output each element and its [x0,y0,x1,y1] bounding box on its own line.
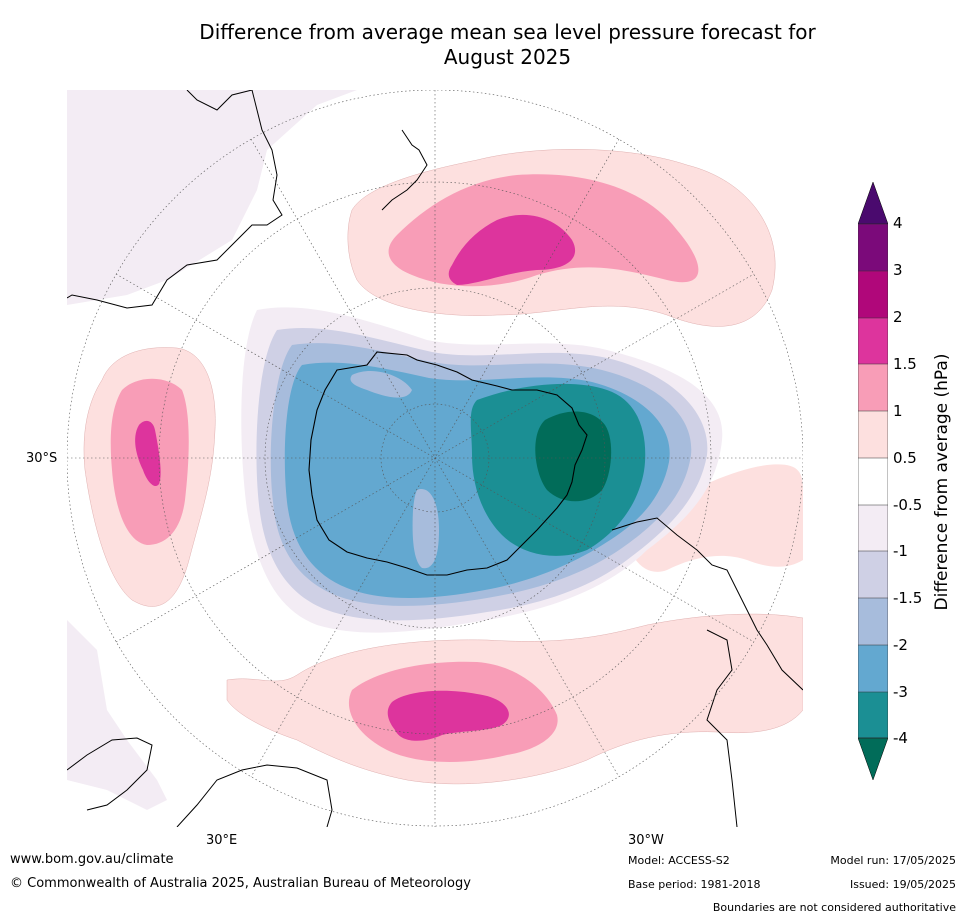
lat-label-30s: 30°S [26,451,58,466]
lon-label-30w: 30°W [628,833,664,848]
pressure-anomaly-map [67,90,803,827]
colorbar-bin [858,645,888,692]
colorbar-extend-top [857,181,889,225]
disclaimer-text: Boundaries are not considered authoritat… [712,901,956,914]
colorbar-bin [858,458,888,505]
map-title-line2: August 2025 [443,45,572,69]
colorbar-bin [858,692,888,738]
anomaly-region-atlantic-high-15 [387,690,509,741]
bom-climate-link[interactable]: www.bom.gov.au/climate [10,852,174,867]
colorbar-tick: 1.5 [893,355,917,373]
colorbar-tick: 2 [893,308,903,326]
anomaly-region-antarctic-low-4 [535,411,612,502]
colorbar-tick: 1 [893,402,903,420]
anomaly-region-bottomleft-neg [67,620,167,810]
colorbar-tick: -0.5 [893,496,923,514]
colorbar-dividers [858,270,888,693]
colorbar-bin [858,551,888,598]
anomaly-region-indian-high-15 [135,420,161,487]
colorbar-bin [858,271,888,318]
colorbar-bin [858,411,888,458]
copyright-text: © Commonwealth of Australia 2025, Austra… [10,876,471,891]
colorbar-tick: -4 [893,729,908,747]
map-title: Difference from average mean sea level p… [120,20,895,70]
lon-label-30e: 30°E [206,833,238,848]
colorbar-title: Difference from average (hPa) [932,353,952,611]
map-title-line1: Difference from average mean sea level p… [199,20,816,44]
antarctica-coastline [308,351,588,576]
colorbar-tick: -3 [893,683,908,701]
model-text: Model: ACCESS-S2 [628,854,730,867]
map-canvas [67,90,803,827]
colorbar-bin [858,318,888,364]
colorbar-bin [858,598,888,645]
colorbar-canvas [857,181,889,781]
anomaly-region-pacific-high-15 [448,214,576,285]
colorbar-tick: 3 [893,261,903,279]
colorbar-tick: 4 [893,214,903,232]
graticule [67,90,803,827]
issued-text: Issued: 19/05/2025 [849,878,956,891]
africa-coastline [67,737,333,827]
model-run-text: Model run: 17/05/2025 [830,854,956,867]
anomaly-region-topleft-neg [67,90,357,305]
anomaly-region-antarctic-inner-15b [350,370,412,398]
colorbar-tick: 0.5 [893,449,917,467]
australia-coastline [67,90,283,309]
anomaly-region-samerica-high [627,464,803,572]
anomaly-region-antarctic-inner-15a [412,489,439,569]
colorbar-tick: -1 [893,542,908,560]
colorbar-tick: -1.5 [893,589,923,607]
new-zealand-coastline [381,129,428,211]
base-period-text: Base period: 1981-2018 [628,878,761,891]
colorbar-tick: -2 [893,636,908,654]
colorbar-bin [858,364,888,411]
colorbar-extend-bottom [857,737,889,781]
colorbar [857,181,889,782]
colorbar-bin [858,505,888,551]
south-america-coastline [611,517,803,827]
colorbar-bin [858,224,888,271]
